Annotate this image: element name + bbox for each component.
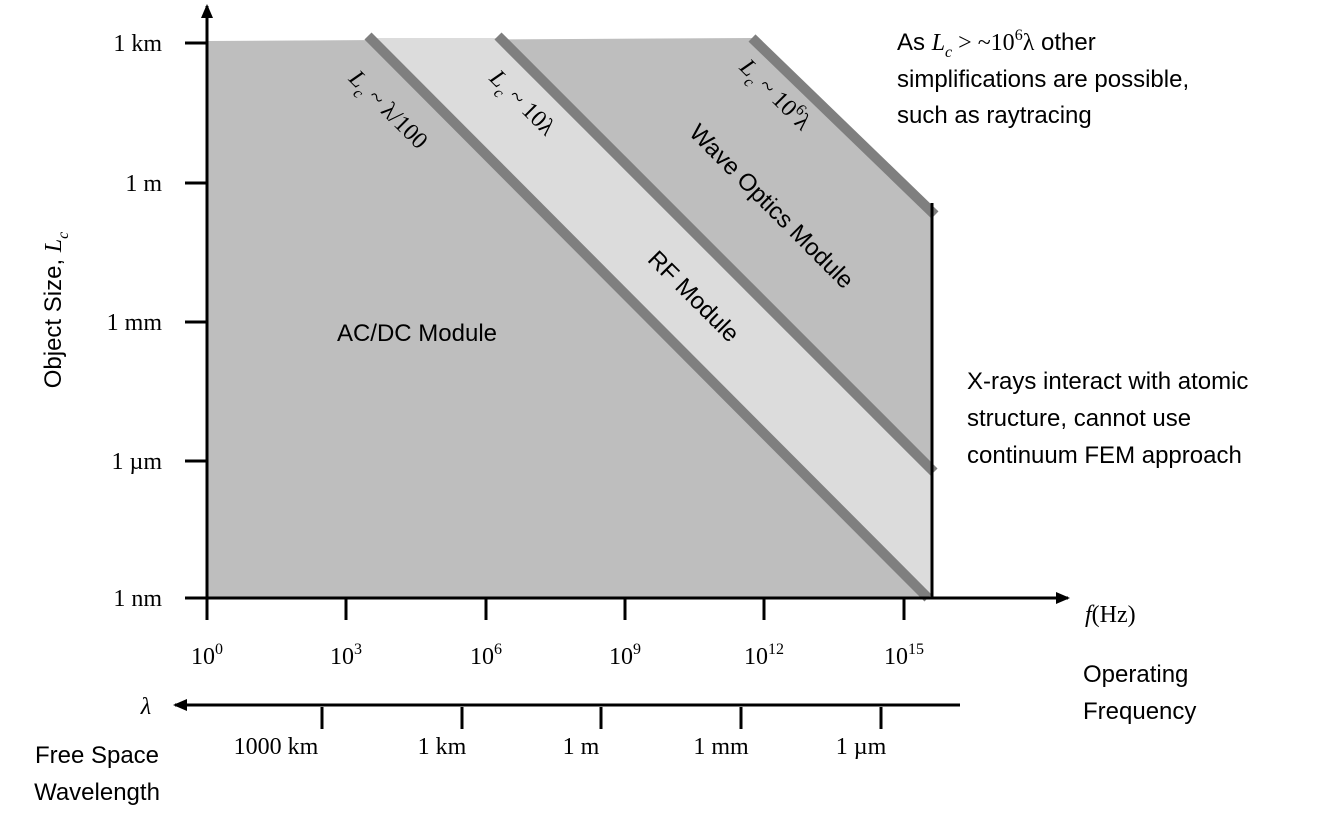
y-axis-label: Object Size, Lc: [40, 232, 72, 389]
y-axis-label-part: L: [41, 239, 67, 253]
region-label-part: AC/DC Module: [337, 320, 497, 347]
note-part: other: [1034, 29, 1095, 56]
y-tick-label: 1 µm: [112, 449, 163, 475]
x-tick-label-part: 0: [215, 641, 223, 658]
wavelength-tick-label: 1 mm: [693, 734, 749, 760]
wavelength-caption-part: Wavelength: [34, 779, 160, 806]
y-axis-label-part: c: [55, 232, 72, 239]
note-part: As: [897, 29, 932, 56]
x-axis-caption-part: Operating: [1083, 661, 1188, 688]
note-part: structure, cannot use: [967, 405, 1191, 432]
x-tick-label-part: 10: [330, 644, 354, 670]
band-line: [364, 32, 932, 602]
wavelength-caption-part: Free Space: [35, 742, 159, 769]
x-axis-symbol-part: (Hz): [1092, 602, 1136, 628]
y-tick-label: 1 mm: [107, 310, 163, 336]
wavelength-tick-label: 1 m: [563, 734, 600, 760]
wavelength-tick-label-part: 1 mm: [693, 734, 749, 760]
note-part: L: [931, 30, 945, 56]
note-part: X-rays interact with atomic: [967, 368, 1248, 395]
x-tick-label: 1012: [744, 641, 784, 670]
note: As Lc > ~106λ other: [897, 27, 1096, 61]
x-tick-label-part: 12: [768, 641, 784, 658]
x-tick-label: 106: [470, 641, 502, 670]
x-axis-caption: Frequency: [1083, 698, 1196, 725]
y-tick-label: 1 m: [125, 171, 162, 197]
note-part: continuum FEM approach: [967, 442, 1242, 469]
y-tick-label-part: 1 mm: [107, 310, 163, 336]
wavelength-tick-label-part: 1 m: [563, 734, 600, 760]
region-label: AC/DC Module: [337, 320, 497, 347]
y-tick-label-part: 1 km: [113, 31, 162, 57]
note-part: 6: [1015, 27, 1023, 44]
note-part: λ: [1023, 30, 1035, 56]
note: simplifications are possible,: [897, 66, 1189, 93]
x-axis-caption: Operating: [1083, 661, 1188, 688]
note: X-rays interact with atomic: [967, 368, 1248, 395]
y-tick-label: 1 nm: [113, 586, 162, 612]
note-part: > ~10: [952, 30, 1015, 56]
x-tick-label: 100: [191, 641, 223, 670]
wavelength-symbol: λ: [140, 694, 151, 720]
note: structure, cannot use: [967, 405, 1191, 432]
x-axis-caption-part: Frequency: [1083, 698, 1196, 725]
band-line: [748, 34, 939, 219]
x-axis-symbol-part: f: [1085, 602, 1095, 628]
y-tick-label-part: 1 µm: [112, 449, 163, 475]
x-tick-label: 103: [330, 641, 362, 670]
x-tick-label-part: 9: [633, 641, 641, 658]
wavelength-symbol-part: λ: [140, 694, 151, 720]
x-tick-label-part: 15: [908, 641, 924, 658]
x-tick-label: 109: [609, 641, 641, 670]
y-tick-label-part: 1 nm: [113, 586, 162, 612]
x-tick-label-part: 10: [191, 644, 215, 670]
wavelength-tick-label-part: 1000 km: [234, 734, 319, 760]
wavelength-caption: Wavelength: [34, 779, 160, 806]
y-tick-label-part: 1 m: [125, 171, 162, 197]
note-part: c: [945, 44, 952, 61]
note-part: such as raytracing: [897, 102, 1092, 129]
x-tick-label-part: 3: [354, 641, 362, 658]
x-axis-symbol: f(Hz): [1085, 602, 1136, 628]
y-axis-label-part: Object Size,: [40, 252, 67, 388]
note: continuum FEM approach: [967, 442, 1242, 469]
wavelength-tick-label: 1 km: [418, 734, 467, 760]
note-part: simplifications are possible,: [897, 66, 1189, 93]
x-tick-label-part: 6: [494, 641, 502, 658]
wavelength-tick-label: 1 µm: [836, 734, 887, 760]
x-tick-label-part: 10: [609, 644, 633, 670]
x-tick-label-part: 10: [470, 644, 494, 670]
x-tick-label: 1015: [884, 641, 924, 670]
x-tick-label-part: 10: [744, 644, 768, 670]
wavelength-tick-label: 1000 km: [234, 734, 319, 760]
wavelength-tick-label-part: 1 µm: [836, 734, 887, 760]
wavelength-caption: Free Space: [35, 742, 159, 769]
wavelength-tick-label-part: 1 km: [418, 734, 467, 760]
note: such as raytracing: [897, 102, 1092, 129]
x-tick-label-part: 10: [884, 644, 908, 670]
module-region: [207, 38, 932, 598]
y-tick-label: 1 km: [113, 31, 162, 57]
band-line: [494, 32, 938, 476]
